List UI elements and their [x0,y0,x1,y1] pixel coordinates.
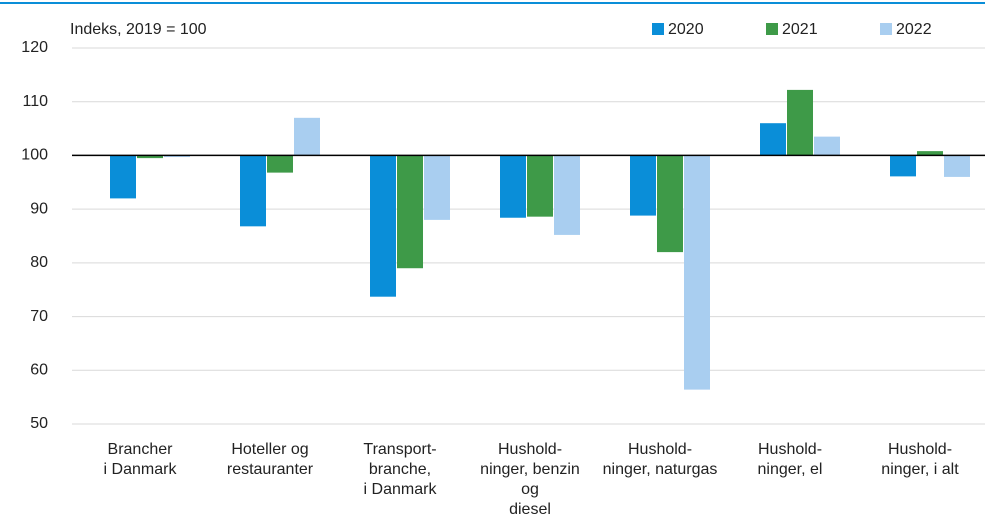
y-tick-label: 70 [30,308,48,325]
bar [760,123,786,156]
bar [787,89,813,156]
bar [890,155,916,177]
bar [424,155,450,220]
bar [267,155,293,173]
bar [137,155,163,159]
x-tick-label: Hushold-ninger, naturgas [603,441,718,478]
legend-label: 2020 [668,21,704,38]
x-tick-label: Hushold-ninger, i alt [881,441,959,478]
x-tick-label: Transport-branche, i Danmark [363,441,437,498]
legend-swatch [880,23,892,35]
y-tick-label: 120 [21,39,48,56]
bar [814,136,840,156]
bar [944,155,970,177]
y-axis-label: Indeks, 2019 = 100 [70,21,207,38]
legend-label: 2021 [782,21,818,38]
x-tick-label: Hushold-ninger, el [758,441,823,478]
y-tick-label: 110 [22,93,48,110]
bar [397,155,423,269]
bar [630,155,656,216]
bar [110,155,136,199]
bar [164,155,190,158]
bar [240,155,266,227]
legend-swatch [652,23,664,35]
bar [554,155,580,235]
bars [110,89,970,390]
y-tick-label: 50 [30,415,48,432]
bar [917,151,943,156]
y-tick-label: 60 [30,362,48,379]
x-tick-label: Brancher i Danmark [104,441,178,478]
y-tick-label: 90 [30,200,48,217]
y-tick-label: 80 [30,254,48,271]
legend-label: 2022 [896,21,932,38]
bar [527,155,553,217]
x-tick-label: Hushold-ninger, benzin og diesel [480,441,580,518]
y-tick-label: 100 [21,147,48,164]
bar [500,155,526,218]
legend-swatch [766,23,778,35]
grid [72,47,985,425]
x-tick-label: Hoteller og restauranter [227,441,314,478]
bar [684,155,710,390]
bar [370,155,396,297]
bar [294,117,320,156]
bar [657,155,683,253]
